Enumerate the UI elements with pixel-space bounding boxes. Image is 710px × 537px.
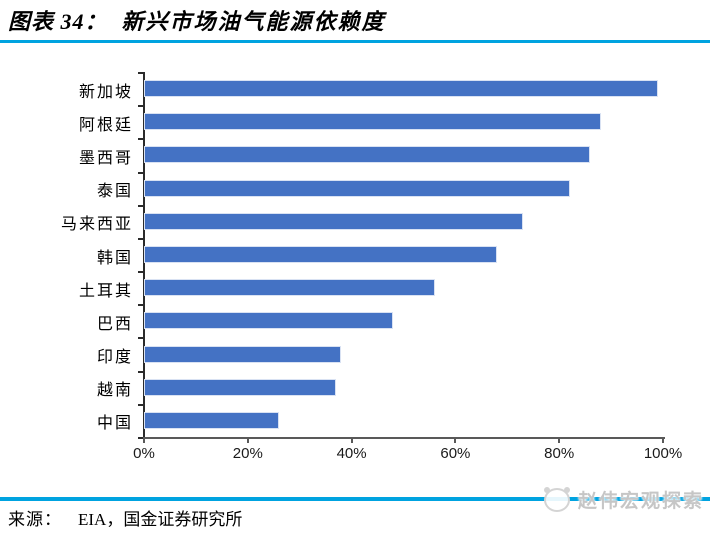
bar-中国 bbox=[144, 411, 279, 429]
bar-巴西 bbox=[144, 312, 394, 330]
y-axis-tick-mark bbox=[138, 171, 145, 174]
y-axis-tick-mark bbox=[138, 105, 145, 108]
category-label: 马来西亚 bbox=[60, 216, 133, 234]
y-axis-tick-mark bbox=[138, 204, 145, 207]
source-label: 来源： bbox=[8, 510, 62, 529]
bar-新加坡 bbox=[144, 80, 658, 98]
x-tick-label: 20% bbox=[232, 445, 263, 462]
y-axis-tick-mark bbox=[138, 437, 145, 439]
bar-印度 bbox=[144, 345, 342, 363]
y-axis-tick-mark bbox=[138, 304, 145, 307]
x-axis-tick-mark bbox=[350, 437, 353, 443]
footer-rule bbox=[0, 497, 710, 501]
x-axis-tick-mark bbox=[454, 437, 457, 443]
title-underline-rule bbox=[0, 40, 710, 43]
y-axis-tick-mark bbox=[138, 271, 145, 274]
category-label: 越南 bbox=[96, 382, 133, 400]
bar-墨西哥 bbox=[144, 146, 591, 164]
y-axis-tick-mark bbox=[138, 237, 145, 240]
chart-title-text: 新兴市场油气能源依赖度 bbox=[121, 9, 386, 34]
bar-泰国 bbox=[144, 179, 570, 197]
category-label: 新加坡 bbox=[78, 83, 133, 101]
bar-土耳其 bbox=[144, 279, 435, 297]
x-tick-label: 0% bbox=[133, 445, 155, 462]
watermark-logo-icon bbox=[543, 486, 570, 512]
x-tick-label: 80% bbox=[544, 445, 575, 462]
chart-title-number: 图表 34： bbox=[8, 9, 108, 34]
source-line: 来源： EIA，国金证券研究所 bbox=[8, 505, 242, 530]
x-axis-tick-mark bbox=[558, 437, 561, 443]
category-label: 印度 bbox=[96, 349, 133, 367]
category-label: 巴西 bbox=[96, 315, 133, 333]
category-label: 阿根廷 bbox=[78, 116, 133, 134]
bar-阿根廷 bbox=[144, 113, 601, 131]
y-axis-tick-mark bbox=[138, 337, 145, 340]
x-tick-label: 60% bbox=[440, 445, 471, 462]
x-tick-label: 40% bbox=[336, 445, 367, 462]
source-text: EIA，国金证券研究所 bbox=[78, 510, 243, 529]
bar-马来西亚 bbox=[144, 212, 523, 230]
chart-title: 图表 34： 新兴市场油气能源依赖度 bbox=[8, 3, 386, 37]
x-axis-tick-mark bbox=[143, 437, 145, 443]
category-label: 墨西哥 bbox=[78, 149, 133, 167]
x-axis-tick-mark bbox=[246, 437, 249, 443]
bar-韩国 bbox=[144, 246, 497, 263]
bar-chart: 新加坡阿根廷墨西哥泰国马来西亚韩国土耳其巴西印度越南中国 0% 20% 40% 60% 8… bbox=[0, 48, 710, 488]
bar-越南 bbox=[144, 378, 337, 396]
category-label: 泰国 bbox=[96, 183, 133, 201]
category-label: 土耳其 bbox=[78, 282, 133, 300]
y-axis-tick-mark bbox=[138, 72, 145, 74]
watermark: 赵伟宏观探索 bbox=[543, 486, 704, 513]
category-label: 韩国 bbox=[96, 249, 133, 267]
y-axis-tick-mark bbox=[138, 370, 145, 373]
y-axis-tick-mark bbox=[138, 138, 145, 141]
x-axis-tick-mark bbox=[662, 437, 664, 443]
x-axis-line bbox=[143, 437, 665, 439]
x-tick-label: 100% bbox=[643, 445, 683, 462]
watermark-text: 赵伟宏观探索 bbox=[577, 491, 704, 512]
category-label: 中国 bbox=[96, 415, 133, 433]
y-axis-tick-mark bbox=[138, 403, 145, 406]
